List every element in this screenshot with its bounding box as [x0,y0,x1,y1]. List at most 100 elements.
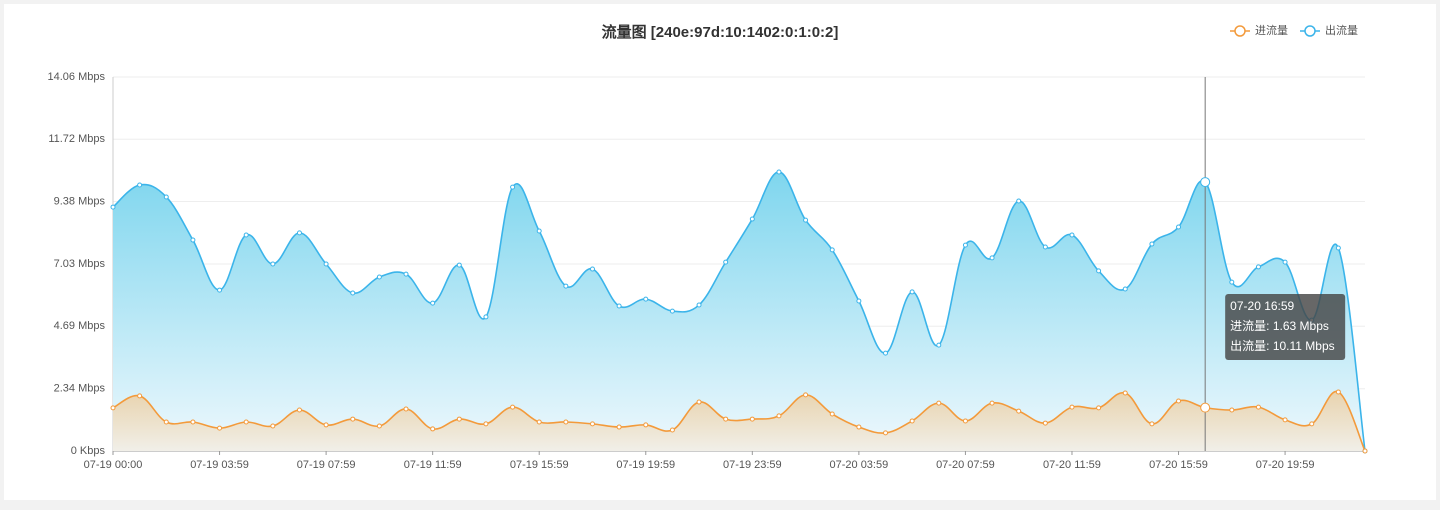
point [909,289,915,295]
point [1149,421,1155,427]
point [776,169,782,175]
x-tick-label: 07-19 07:59 [297,459,356,471]
point [563,419,569,425]
point [1229,279,1235,285]
legend-item: 进流量 [1230,23,1288,37]
point [1096,405,1102,411]
point [936,400,942,406]
point [270,423,276,429]
x-tick-label: 07-19 19:59 [616,459,675,471]
point [1176,224,1182,230]
point [669,308,675,314]
point [430,300,436,306]
x-tick-label: 07-20 15:59 [1149,459,1208,471]
point [962,418,968,424]
point [1069,404,1075,410]
point [803,217,809,223]
tooltip: 07-20 16:59 进流量: 1.63 Mbps 出流量: 10.11 Mbps [1225,294,1346,360]
tooltip-line: 出流量: 10.11 Mbps [1230,339,1335,353]
point [137,182,143,188]
point [243,232,249,238]
x-tick-label: 07-19 11:59 [404,459,462,471]
point [616,303,622,309]
y-tick-label: 2.34 Mbps [54,383,106,395]
point [1335,389,1341,395]
point [589,421,595,427]
x-tick-label: 07-20 11:59 [1043,459,1101,471]
point [190,237,196,243]
point [323,422,329,428]
point [883,430,889,436]
point [483,421,489,427]
area [113,171,1365,452]
point [456,262,462,268]
point [989,400,995,406]
point [350,290,356,296]
point [376,274,382,280]
point [456,416,462,422]
point [1149,241,1155,247]
point [1229,407,1235,413]
point [1282,417,1288,423]
point [723,259,729,265]
point [803,392,809,398]
point [1309,421,1315,427]
point [1176,398,1182,404]
point [1255,264,1261,270]
point [536,419,542,425]
point [589,266,595,272]
point [163,419,169,425]
x-tick-label: 07-19 00:00 [84,459,143,471]
tooltip-title: 07-20 16:59 [1230,299,1294,313]
point [563,283,569,289]
point [483,314,489,320]
point [1200,177,1211,188]
x-tick-label: 07-19 15:59 [510,459,569,471]
point [217,425,223,431]
line [112,171,1366,452]
point [696,399,702,405]
tooltip-box [1225,294,1346,360]
x-tick-label: 07-20 07:59 [936,459,995,471]
point [270,261,276,267]
point [829,411,835,417]
point [856,298,862,304]
point [430,426,436,432]
point [723,416,729,422]
tooltip-line: 进流量: 1.63 Mbps [1230,319,1329,333]
x-tick-label: 07-19 23:59 [723,459,782,471]
point [1069,232,1075,238]
point [510,184,516,190]
point [1282,259,1288,265]
point [936,342,942,348]
point [1016,198,1022,204]
point [1122,390,1128,396]
point [643,422,649,428]
point [163,194,169,200]
point [190,419,196,425]
point [403,271,409,277]
point [1042,244,1048,250]
point [110,405,116,411]
point [856,424,862,430]
point [376,423,382,429]
point [510,404,516,410]
x-tick-label: 07-19 03:59 [190,459,249,471]
legend-marker [1234,25,1246,37]
point [217,287,223,293]
point [243,419,249,425]
chart-title: 流量图 [240e:97d:10:1402:0:1:0:2] [602,23,839,41]
y-tick-label: 11.72 Mbps [48,133,105,145]
point [669,427,675,433]
point [643,296,649,302]
point [962,242,968,248]
point [883,350,889,356]
point [110,204,116,210]
point [1042,420,1048,426]
y-tick-label: 9.38 Mbps [54,195,106,207]
point [1255,404,1261,410]
point [749,216,755,222]
y-tick-label: 14.06 Mbps [48,71,106,83]
